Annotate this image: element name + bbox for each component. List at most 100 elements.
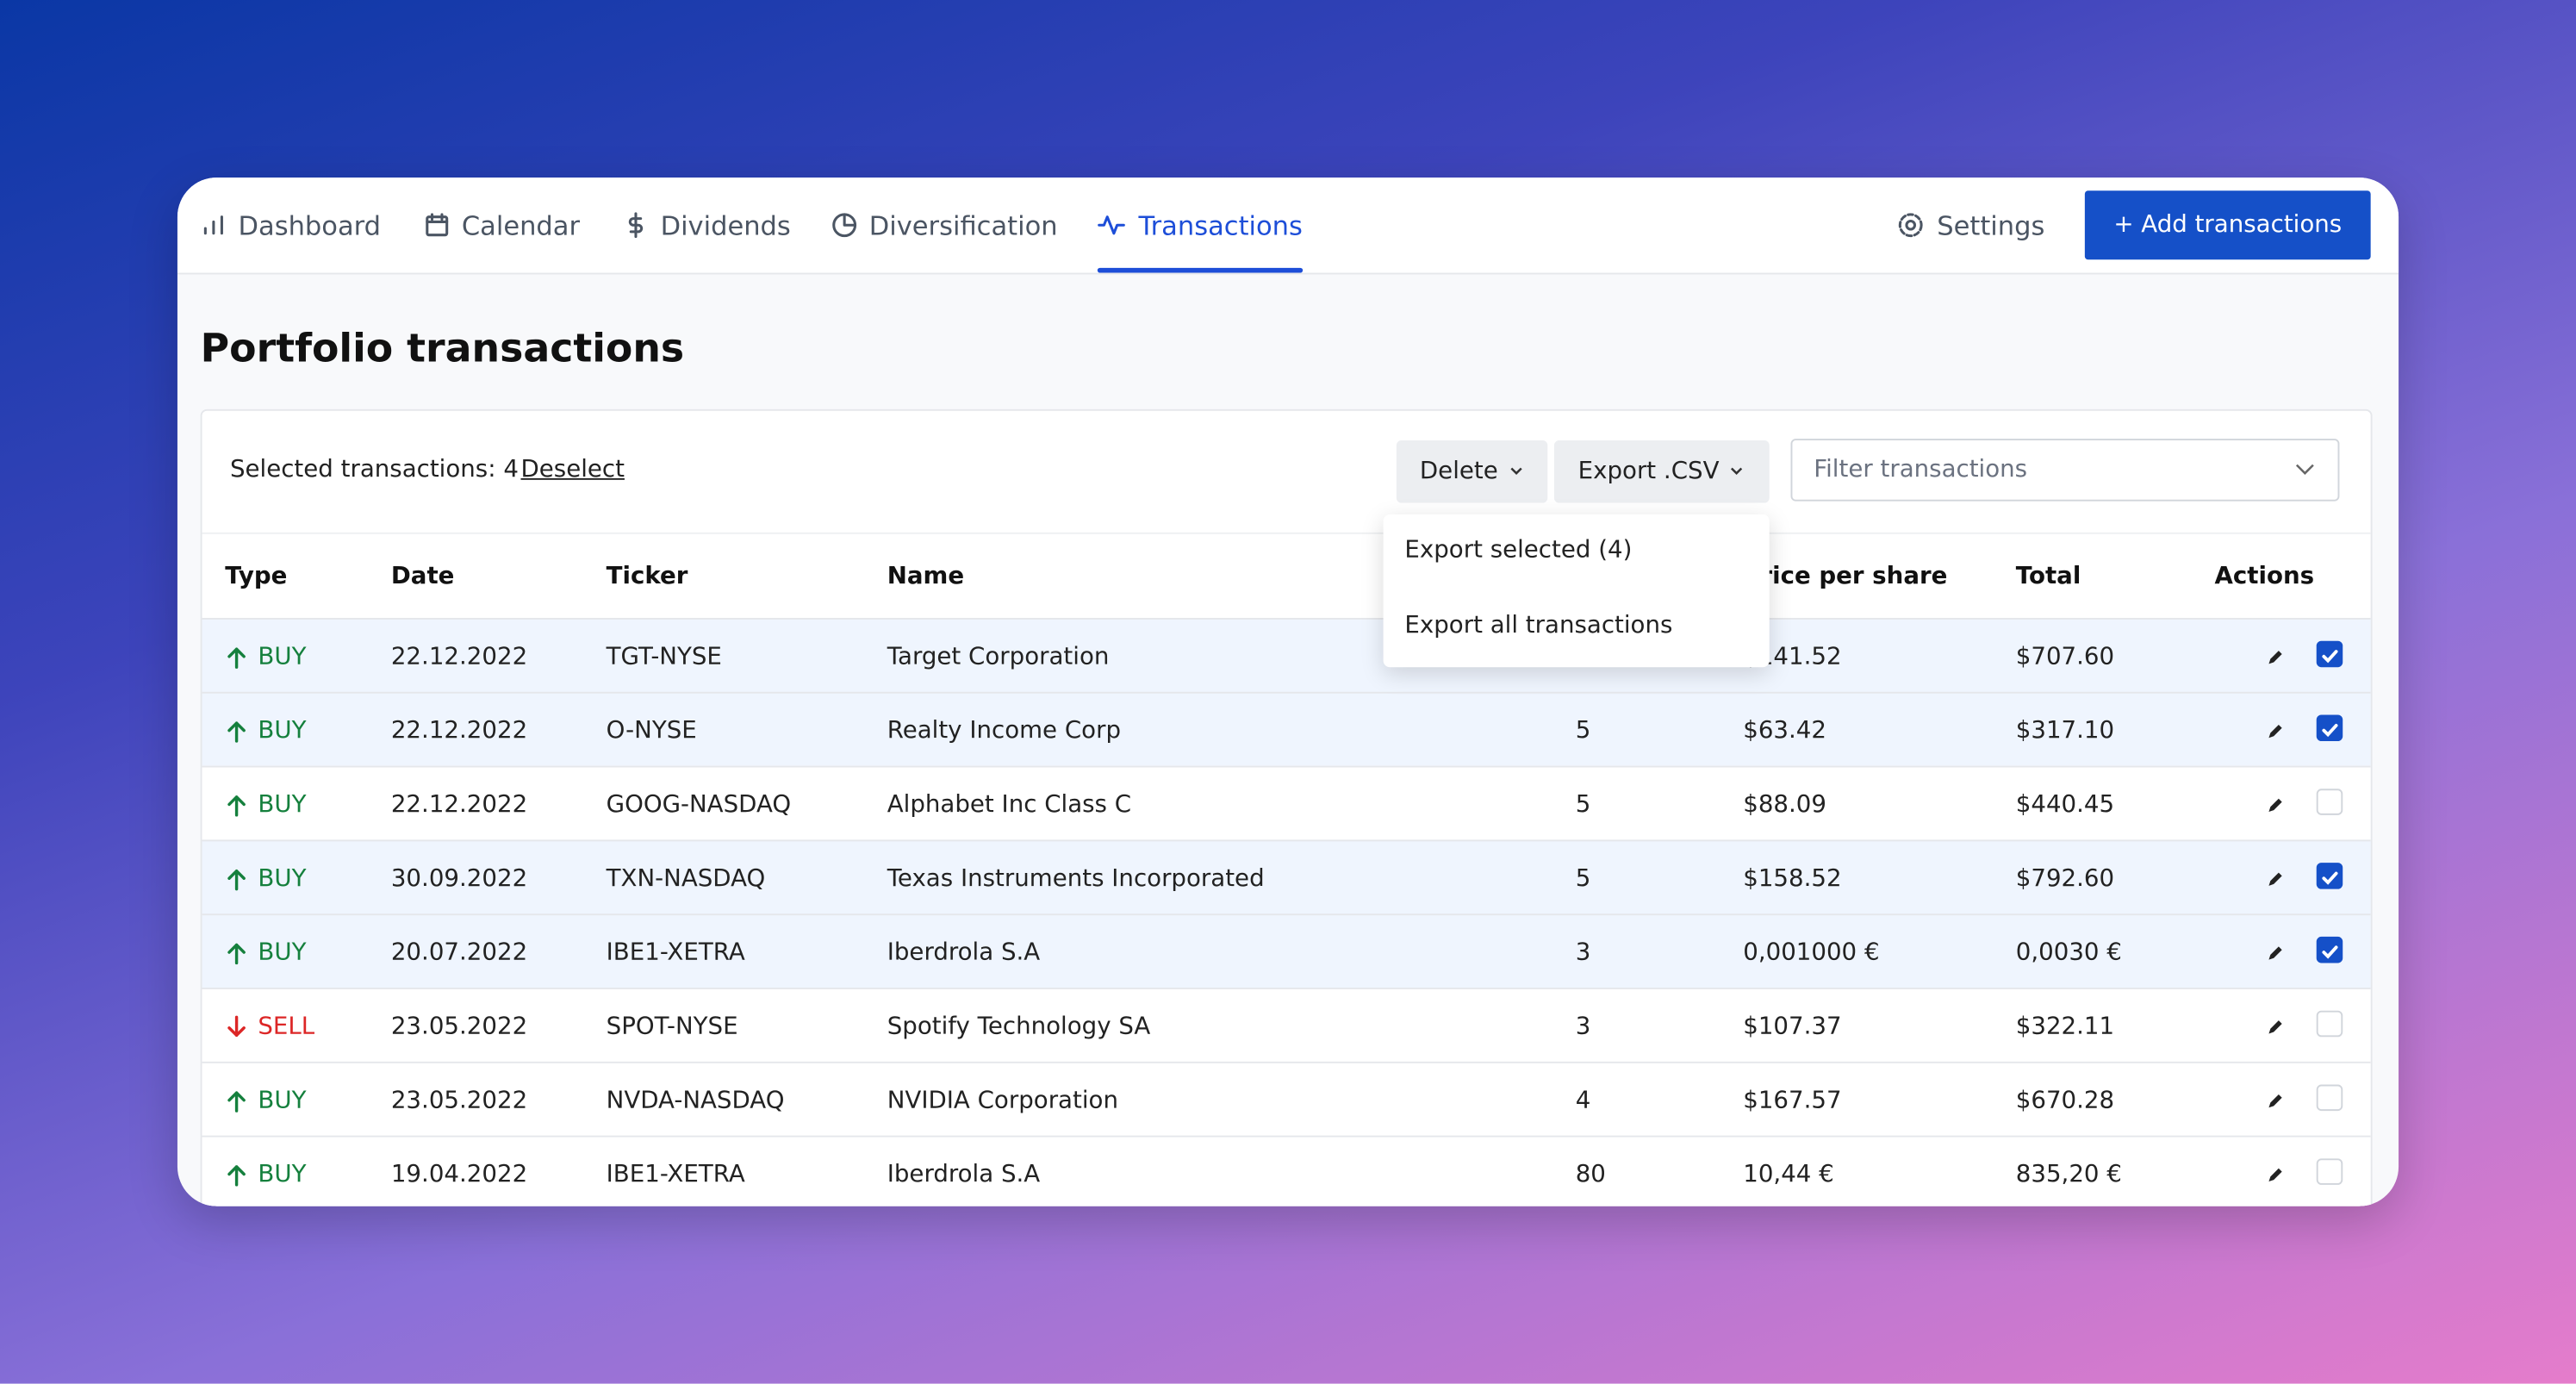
arrow-icon	[227, 646, 246, 668]
date-cell: 23.05.2022	[390, 1087, 528, 1113]
row-checkbox[interactable]	[2316, 1158, 2343, 1185]
delete-button[interactable]: Delete	[1396, 440, 1548, 503]
pencil-icon	[2268, 797, 2282, 812]
pencil-icon	[2268, 945, 2282, 959]
type-label: BUY	[258, 791, 307, 818]
export-button[interactable]: Export .CSV	[1553, 440, 1770, 503]
name-cell: Texas Instruments Incorporated	[887, 864, 1265, 892]
table-row: BUY 30.09.2022 TXN-NASDAQ Texas Instruments…	[202, 839, 2371, 916]
total-cell: $707.60	[2015, 643, 2115, 670]
icon	[1098, 215, 1125, 235]
type-label: BUY	[258, 1161, 307, 1188]
quantity-cell: 5	[1575, 864, 1591, 892]
row-checkbox[interactable]	[2316, 863, 2343, 889]
row-checkbox[interactable]	[2316, 1084, 2343, 1112]
edit-button[interactable]	[2264, 694, 2287, 768]
settings-label: Settings	[1937, 209, 2045, 241]
name-cell: NVIDIA Corporation	[887, 1087, 1118, 1113]
table-header: Type Date Ticker Name Price per share Total Ac…	[202, 532, 2371, 620]
pencil-icon	[2268, 723, 2282, 738]
nav-label: Calendar	[461, 209, 581, 241]
edit-button[interactable]	[2264, 989, 2287, 1063]
date-cell: 22.12.2022	[390, 643, 528, 670]
nav-label: Dividends	[660, 209, 791, 241]
row-checkbox[interactable]	[2316, 1010, 2343, 1038]
type-label: BUY	[258, 864, 307, 892]
ticker-cell: NVDA-NASDAQ	[606, 1087, 785, 1113]
edit-button[interactable]	[2264, 841, 2287, 915]
chevron	[1731, 467, 1744, 475]
edit-button[interactable]	[2264, 1138, 2287, 1206]
nav-item[interactable]: Dividends	[623, 178, 791, 273]
row-checkbox[interactable]	[2316, 714, 2343, 742]
name-cell: Alphabet Inc Class C	[887, 791, 1132, 818]
menu-item[interactable]: Export all transactions	[1404, 613, 1673, 639]
check-icon	[2322, 945, 2338, 959]
type-cell: SELL	[225, 989, 314, 1063]
nav-item[interactable]: Diversification	[831, 178, 1058, 273]
export-label: Export .CSV	[1577, 458, 1720, 485]
edit-button[interactable]	[2264, 915, 2287, 989]
page-title: Portfolio transactions	[200, 325, 685, 371]
edit-button[interactable]	[2264, 768, 2287, 842]
settings-link[interactable]: Settings	[1896, 178, 2045, 273]
name-cell: Iberdrola S.A	[887, 1161, 1041, 1188]
ticker-cell: SPOT-NYSE	[606, 1013, 738, 1040]
nav-item[interactable]: Transactions	[1097, 178, 1303, 273]
type-label: BUY	[258, 1087, 307, 1113]
column-header: Date	[390, 564, 455, 590]
arrow-icon	[227, 1014, 246, 1037]
column-header: Actions	[2214, 564, 2315, 590]
nav-item[interactable]: Dashboard	[201, 178, 381, 273]
table-panel: Selected transactions: 4 Deselect Delete…	[200, 408, 2373, 1206]
date-cell: 22.12.2022	[390, 791, 528, 818]
add-button[interactable]: + Add transactions	[2084, 190, 2371, 260]
table-row: BUY 22.12.2022 GOOG-NASDAQ Alphabet Inc Cla…	[202, 765, 2371, 842]
table-row: BUY 20.07.2022 IBE1-XETRA Iberdrola S.A 3 0,0…	[202, 913, 2371, 989]
column-header: Type	[225, 564, 288, 590]
arrow-icon	[227, 868, 246, 890]
name-cell: Spotify Technology SA	[887, 1013, 1151, 1040]
filter-select[interactable]: Filter transactions	[1790, 439, 2340, 502]
deselect-link[interactable]: Deselect	[520, 457, 625, 483]
icon	[832, 213, 857, 238]
ticker-cell: TGT-NYSE	[606, 643, 722, 670]
row-checkbox[interactable]	[2316, 640, 2343, 668]
total-cell: $440.45	[2015, 791, 2115, 818]
edit-button[interactable]	[2264, 620, 2287, 694]
table-row: BUY 22.12.2022 O-NYSE Realty Income Corp 5 $6…	[202, 691, 2371, 768]
price-cell: $63.42	[1743, 717, 1826, 744]
selected-count: Selected transactions: 4	[229, 457, 519, 483]
ticker-cell: GOOG-NASDAQ	[606, 791, 792, 818]
quantity-cell: 5	[1575, 791, 1591, 818]
column-header: Ticker	[606, 564, 688, 590]
type-cell: BUY	[225, 768, 306, 842]
total-cell: $317.10	[2015, 717, 2115, 744]
filter-placeholder: Filter transactions	[1814, 457, 2028, 483]
row-checkbox[interactable]	[2316, 936, 2343, 963]
type-cell: BUY	[225, 694, 306, 768]
date-cell: 20.07.2022	[390, 938, 528, 966]
edit-button[interactable]	[2264, 1063, 2287, 1138]
pencil-icon	[2268, 871, 2282, 885]
date-cell: 30.09.2022	[390, 864, 528, 892]
type-cell: BUY	[225, 915, 306, 989]
arrow-icon	[227, 1164, 246, 1186]
row-checkbox[interactable]	[2316, 789, 2343, 815]
menu-item[interactable]: Export selected (4)	[1404, 537, 1633, 564]
quantity-cell: 5	[1575, 717, 1591, 744]
table-row: BUY 23.05.2022 NVDA-NASDAQ NVIDIA Corporati…	[202, 1061, 2371, 1138]
date-cell: 19.04.2022	[390, 1161, 528, 1188]
name-cell: Realty Income Corp	[887, 717, 1122, 744]
name-cell: Iberdrola S.A	[887, 938, 1041, 966]
column-header: Name	[887, 564, 965, 590]
type-cell: BUY	[225, 841, 306, 915]
total-cell: $792.60	[2015, 864, 2115, 892]
chevron	[1510, 467, 1522, 475]
table-row: BUY 19.04.2022 IBE1-XETRA Iberdrola S.A 80 10…	[202, 1135, 2371, 1206]
nav-item[interactable]: Calendar	[424, 178, 580, 273]
pencil-icon	[2268, 1019, 2282, 1033]
date-cell: 23.05.2022	[390, 1013, 528, 1040]
